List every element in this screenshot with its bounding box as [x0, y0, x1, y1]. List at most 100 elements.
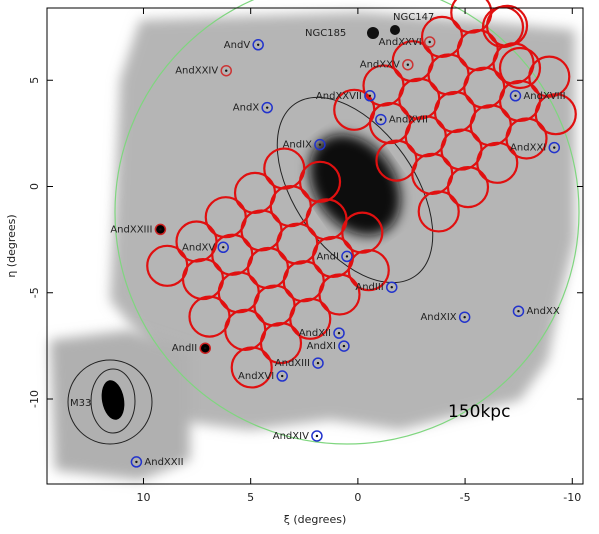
satellite-marker	[220, 64, 232, 77]
x-tick-label: 5	[247, 491, 254, 504]
galaxy-label: M33	[70, 398, 91, 409]
satellite-dot	[135, 460, 138, 464]
satellite-marker	[548, 141, 561, 154]
y-tick-label: 5	[28, 77, 41, 84]
x-tick-label: -10	[563, 491, 581, 504]
field-circle	[505, 117, 548, 160]
satellite-dot	[315, 434, 319, 438]
satellite-marker	[364, 90, 376, 102]
satellite-dot	[368, 94, 372, 97]
satellite-dot	[342, 344, 346, 348]
field-circle	[417, 190, 460, 233]
satellite-dot	[316, 361, 320, 365]
satellite-label: AndI	[316, 251, 338, 262]
plot-frame	[46, 7, 584, 485]
satellite-marker	[341, 250, 353, 263]
satellite-marker	[130, 456, 143, 468]
satellite-marker	[338, 340, 350, 352]
field-circle	[347, 249, 390, 292]
satellite-dot	[204, 347, 207, 350]
field-circle	[230, 346, 273, 389]
satellite-label: AndXXV	[360, 60, 400, 71]
field-circle	[481, 5, 525, 49]
satellite-marker	[375, 113, 387, 126]
satellite-label: AndXIV	[273, 431, 309, 442]
satellite-marker	[311, 430, 323, 442]
satellite-marker	[512, 305, 525, 317]
satellite-label: AndIII	[355, 282, 383, 293]
y-tick-label: 0	[28, 183, 41, 190]
satellite-label: AndXXII	[144, 457, 183, 468]
satellite-marker	[314, 138, 326, 151]
satellite-dot	[517, 310, 520, 313]
satellite-label: AndXIX	[420, 312, 456, 323]
satellite-label: AndXXIII	[110, 224, 152, 235]
satellite-label: AndXXVII	[316, 91, 362, 102]
satellite-label: AndXVII	[389, 115, 428, 126]
satellite-label: AndV	[224, 40, 251, 51]
x-tick-label: 10	[136, 491, 150, 504]
satellite-dot	[463, 315, 466, 319]
field-circle	[259, 322, 303, 365]
satellite-marker	[312, 357, 324, 369]
satellite-label: AndXXI	[510, 143, 546, 154]
satellite-dot	[514, 94, 517, 97]
satellite-label: AndXI	[307, 341, 336, 352]
satellite-label: AndXXIV	[175, 66, 218, 77]
y-tick-label: -10	[28, 390, 41, 408]
satellite-dot	[222, 246, 225, 249]
satellite-dot	[256, 43, 260, 46]
satellite-label: AndII	[172, 343, 197, 354]
satellite-dot	[318, 143, 322, 146]
field-circle	[498, 46, 542, 90]
field-circle	[446, 166, 490, 209]
x-tick-label: 0	[354, 491, 361, 504]
satellite-marker	[217, 241, 229, 254]
satellite-label: AndXV	[182, 242, 215, 253]
satellite-dot	[265, 106, 269, 109]
field-circle	[298, 160, 342, 203]
satellite-marker	[509, 90, 522, 102]
field-circle	[289, 297, 332, 340]
y-axis-label: η (degrees)	[5, 214, 18, 277]
satellite-dot	[390, 286, 393, 289]
satellite-label: AndXIII	[275, 358, 310, 369]
galaxy-label: NGC185	[305, 28, 346, 39]
satellite-label: AndXII	[299, 328, 331, 339]
satellite-marker	[276, 370, 288, 382]
satellite-marker	[386, 281, 398, 293]
satellite-dot	[553, 146, 556, 149]
satellite-label: AndXXVI	[379, 37, 422, 48]
y-tick-label: -5	[28, 287, 41, 298]
satellite-dot	[379, 118, 383, 121]
satellite-dot	[406, 63, 410, 66]
satellite-label: AndIX	[283, 140, 312, 151]
satellite-marker	[252, 39, 264, 51]
x-tick-label: -5	[460, 491, 471, 504]
satellite-label: AndX	[233, 103, 260, 114]
satellite-marker	[423, 36, 436, 48]
satellite-label: AndXVIII	[523, 91, 565, 102]
field-circle	[341, 211, 384, 254]
satellite-dot	[280, 374, 284, 378]
satellite-marker	[458, 311, 471, 323]
satellite-dot	[337, 331, 341, 335]
satellite-marker	[402, 58, 414, 71]
x-axis-label: ξ (degrees)	[284, 513, 347, 526]
satellite-label: AndXX	[526, 306, 559, 317]
field-circle	[476, 141, 519, 184]
satellite-dot	[345, 255, 349, 258]
satellite-marker	[261, 101, 273, 114]
galaxy-label: NGC147	[393, 12, 434, 23]
satellite-dot	[225, 69, 228, 72]
field-circle	[534, 93, 577, 136]
field-circle	[528, 55, 571, 98]
satellite-dot	[159, 228, 162, 231]
satellite-dot	[428, 40, 431, 44]
satellite-label: AndXVI	[238, 371, 274, 382]
field-circle	[318, 273, 361, 316]
scale-annotation: 150kpc	[448, 402, 510, 422]
satellite-marker	[333, 327, 345, 339]
field-circles	[146, 0, 577, 389]
